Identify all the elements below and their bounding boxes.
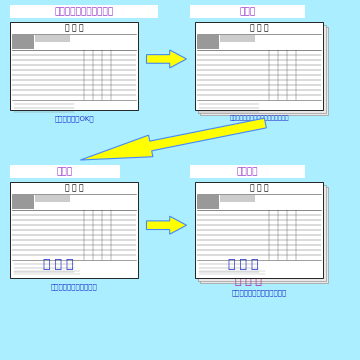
Text: 申 込 書: 申 込 書 <box>65 23 83 32</box>
Bar <box>190 5 305 18</box>
Text: 申 込 書: 申 込 書 <box>250 184 268 193</box>
Bar <box>195 182 323 278</box>
Polygon shape <box>147 216 186 234</box>
Text: 一枚ずつ書式をプリント: 一枚ずつ書式をプリント <box>54 7 113 16</box>
Text: 書いた文字が下に写ります。: 書いた文字が下に写ります。 <box>231 289 287 296</box>
Bar <box>12 35 34 49</box>
Text: 重ねる: 重ねる <box>239 7 256 16</box>
Bar <box>200 187 328 283</box>
Bar <box>35 35 70 42</box>
Bar <box>195 22 323 110</box>
Bar <box>197 35 219 49</box>
Text: 申 込 書: 申 込 書 <box>250 23 268 32</box>
Bar <box>10 182 138 278</box>
Bar <box>220 195 255 202</box>
Bar <box>198 25 326 113</box>
Text: 申 込 書: 申 込 書 <box>65 184 83 193</box>
Text: ボールペンで書きます。: ボールペンで書きます。 <box>51 283 97 289</box>
Bar <box>197 195 219 209</box>
Bar <box>10 5 158 18</box>
Text: コピー機でもOK！: コピー機でもOK！ <box>54 115 94 122</box>
Text: な ま え: な ま え <box>228 257 259 270</box>
Bar <box>200 27 328 115</box>
Bar <box>10 22 138 110</box>
Bar <box>198 185 326 281</box>
Bar <box>35 195 70 202</box>
Polygon shape <box>80 118 266 160</box>
Bar <box>220 35 255 42</box>
Bar <box>12 195 34 209</box>
Text: 下に複写: 下に複写 <box>237 167 258 176</box>
Text: な ま え: な ま え <box>44 257 74 270</box>
Text: 手書き: 手書き <box>57 167 73 176</box>
Text: な ま え: な ま え <box>235 276 262 286</box>
Bar <box>10 165 120 178</box>
Polygon shape <box>147 50 186 68</box>
Text: 必要に応じてホッチキス等で止める。: 必要に応じてホッチキス等で止める。 <box>229 115 289 121</box>
Bar <box>190 165 305 178</box>
